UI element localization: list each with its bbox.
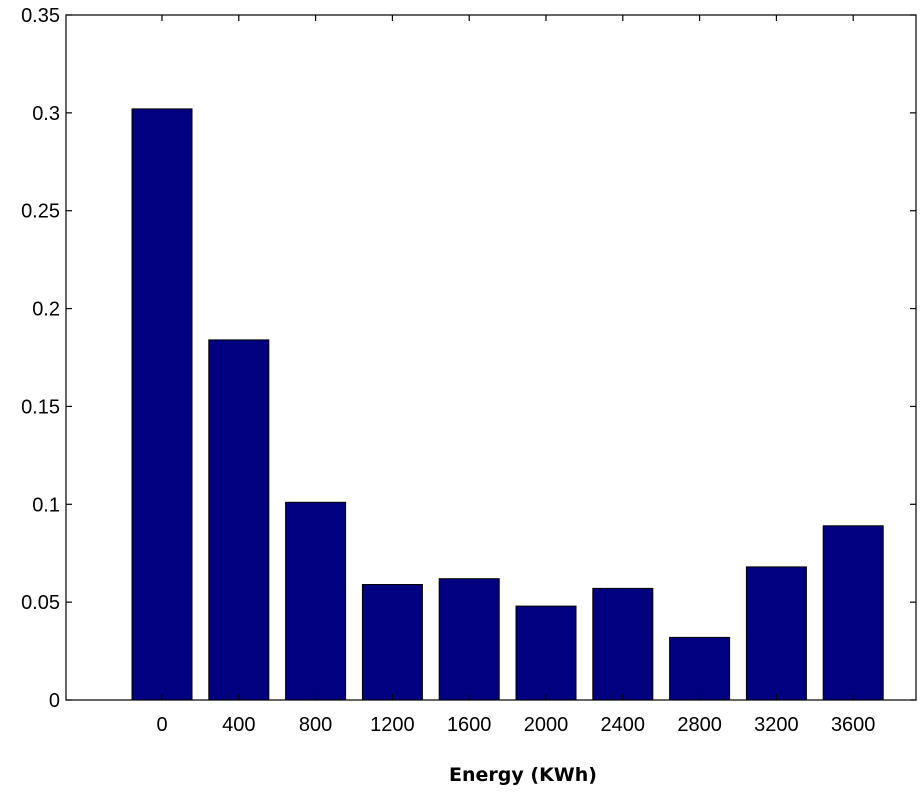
y-tick-label: 0.35 xyxy=(21,5,60,27)
x-tick-label: 3200 xyxy=(754,714,799,736)
bar-2000 xyxy=(515,605,577,701)
y-axis-ticks: 0 0.05 0.1 0.15 0.2 0.25 0.3 0.35 xyxy=(21,5,916,712)
x-tick-label: 1200 xyxy=(370,714,415,736)
x-tick-label: 400 xyxy=(222,714,255,736)
y-tick-label: 0.05 xyxy=(21,592,60,614)
x-tick-label: 1600 xyxy=(447,714,492,736)
bar-400 xyxy=(208,339,270,701)
y-tick-label: 0 xyxy=(49,690,60,712)
bar-1600 xyxy=(438,578,500,701)
x-tick-label: 2400 xyxy=(601,714,646,736)
x-axis-ticks: 0 400 800 1200 1600 2000 2400 2800 3200 3600 xyxy=(156,15,875,736)
y-tick-label: 0.25 xyxy=(21,201,60,223)
x-tick-label: 3600 xyxy=(831,714,876,736)
bar-800 xyxy=(285,501,347,701)
y-tick-label: 0.3 xyxy=(32,103,60,125)
x-tick-label: 2800 xyxy=(677,714,722,736)
x-tick-label: 800 xyxy=(299,714,332,736)
bars-layer xyxy=(131,108,884,701)
plot-frame xyxy=(65,14,917,701)
x-tick-label: 0 xyxy=(156,714,167,736)
bar-3200 xyxy=(745,566,807,701)
bar-2400 xyxy=(592,587,654,701)
x-axis-title: Energy (KWh) xyxy=(449,764,597,786)
y-tick-label: 0.15 xyxy=(21,396,60,418)
bar-0 xyxy=(131,108,193,701)
x-tick-label: 2000 xyxy=(524,714,569,736)
bar-3600 xyxy=(822,525,884,701)
axes-layer xyxy=(65,14,917,701)
y-tick-label: 0.2 xyxy=(32,299,60,321)
bar-2800 xyxy=(669,636,731,701)
y-tick-label: 0.1 xyxy=(32,494,60,516)
bar-1200 xyxy=(361,584,423,701)
